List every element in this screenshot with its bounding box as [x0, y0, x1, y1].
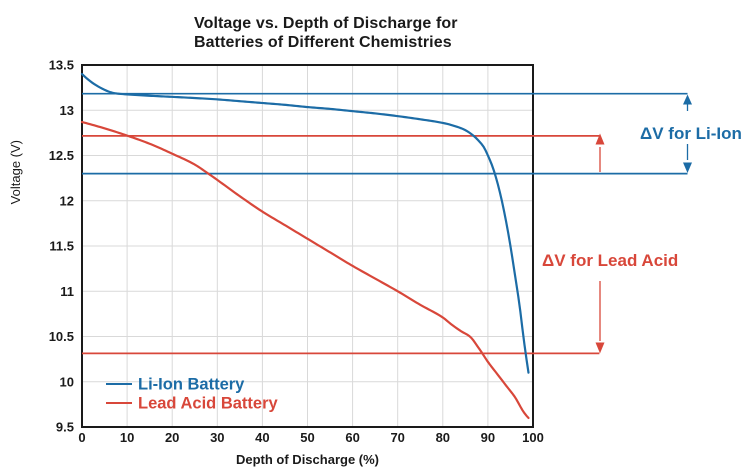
svg-text:20: 20 — [165, 430, 179, 445]
svg-text:Li-Ion Battery: Li-Ion Battery — [138, 376, 245, 394]
svg-text:70: 70 — [390, 430, 404, 445]
svg-text:30: 30 — [210, 430, 224, 445]
svg-text:90: 90 — [481, 430, 495, 445]
svg-text:50: 50 — [300, 430, 314, 445]
svg-text:11.5: 11.5 — [49, 239, 74, 254]
svg-text:ΔV for Li-Ion: ΔV for Li-Ion — [640, 124, 742, 143]
svg-text:13.5: 13.5 — [49, 58, 74, 73]
svg-text:13: 13 — [60, 103, 74, 118]
svg-text:10: 10 — [60, 374, 74, 389]
svg-text:10: 10 — [120, 430, 134, 445]
svg-text:12.5: 12.5 — [49, 148, 74, 163]
svg-text:0: 0 — [78, 430, 85, 445]
svg-text:60: 60 — [345, 430, 359, 445]
svg-text:10.5: 10.5 — [49, 329, 74, 344]
svg-text:100: 100 — [522, 430, 544, 445]
svg-text:80: 80 — [436, 430, 450, 445]
svg-text:40: 40 — [255, 430, 269, 445]
svg-text:12: 12 — [60, 193, 74, 208]
svg-text:11: 11 — [60, 284, 74, 299]
svg-text:ΔV for Lead Acid: ΔV for Lead Acid — [542, 251, 678, 270]
svg-text:9.5: 9.5 — [56, 420, 74, 435]
svg-text:Lead Acid Battery: Lead Acid Battery — [138, 395, 279, 413]
